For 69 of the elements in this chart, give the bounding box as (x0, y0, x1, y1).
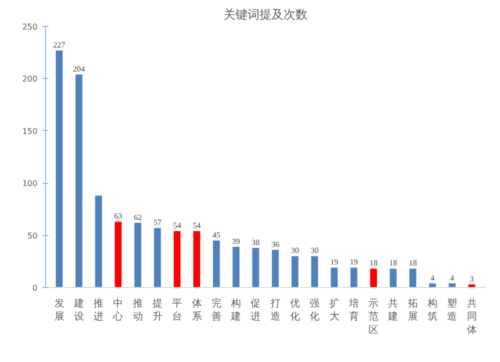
chart-title: 关键词提及次数 (224, 8, 308, 22)
bar (252, 248, 260, 288)
data-label: 19 (330, 258, 338, 267)
data-label: 57 (153, 218, 162, 227)
data-label: 39 (232, 236, 240, 246)
y-tick-label: 200 (22, 74, 38, 84)
y-tick-label: 150 (22, 126, 38, 136)
x-tick-label: 发展 (54, 298, 64, 323)
data-label: 45 (212, 230, 220, 240)
data-label: 19 (350, 258, 358, 267)
bar (114, 222, 122, 288)
x-tick-label: 体系 (192, 298, 202, 323)
x-tick-label: 示范区 (368, 298, 379, 336)
x-tick-label: 促进 (250, 298, 261, 323)
bar (272, 250, 279, 288)
data-label: 38 (252, 238, 260, 247)
data-label: 4 (450, 273, 454, 282)
bar (390, 268, 397, 288)
x-tick-label: 扩大 (329, 298, 340, 323)
x-tick-label: 强化 (310, 298, 320, 323)
x-tick-label: 共同体 (466, 298, 477, 336)
x-tick-label: 构建 (230, 298, 242, 323)
x-tick-label: 塑造 (447, 298, 458, 323)
data-label: 36 (271, 240, 280, 249)
data-label: 18 (408, 258, 417, 268)
bar (174, 231, 181, 288)
data-label: 18 (370, 258, 378, 268)
x-tick-label: 推动 (132, 298, 143, 323)
bar (409, 268, 416, 288)
x-tick-label: 建设 (72, 298, 84, 323)
data-label: 30 (310, 246, 319, 256)
y-tick-label: 100 (22, 179, 38, 188)
data-label: 204 (72, 64, 85, 74)
data-label: 30 (290, 246, 299, 256)
bar (370, 268, 377, 288)
x-tick-label: 优化 (290, 298, 300, 323)
x-tick-label: 提升 (152, 298, 162, 323)
bar (134, 222, 142, 288)
data-label: 3 (470, 274, 474, 284)
x-tick-label: 推进 (94, 298, 104, 323)
x-tick-label: 拓展 (406, 298, 418, 323)
data-label: 54 (173, 221, 182, 230)
bar (56, 50, 63, 288)
data-label: 54 (192, 221, 201, 230)
data-label: 227 (53, 40, 66, 50)
x-tick-label: 共建 (387, 298, 398, 323)
bar (350, 268, 358, 288)
bar (75, 74, 82, 288)
x-tick-label: 平台 (172, 298, 182, 323)
x-tick-label: 中心 (112, 298, 124, 323)
bar (292, 256, 298, 288)
bar (95, 196, 102, 288)
bar (154, 228, 161, 288)
bar (311, 256, 318, 288)
x-tick-label: 培育 (348, 298, 359, 323)
data-label: 63 (114, 212, 122, 221)
data-label: 62 (134, 212, 142, 222)
x-tick-label: 打造 (269, 298, 280, 323)
bar (330, 268, 338, 288)
data-label: 4 (430, 273, 434, 282)
x-tick-label: 构筑 (426, 298, 438, 323)
data-label: 18 (389, 258, 398, 268)
x-tick-label: 完善 (211, 298, 222, 323)
y-tick-label: 250 (22, 22, 38, 32)
y-tick-label: 0 (32, 284, 38, 292)
bar (193, 231, 200, 288)
bar (212, 240, 220, 288)
y-tick-label: 50 (27, 231, 38, 240)
bar (232, 246, 240, 288)
